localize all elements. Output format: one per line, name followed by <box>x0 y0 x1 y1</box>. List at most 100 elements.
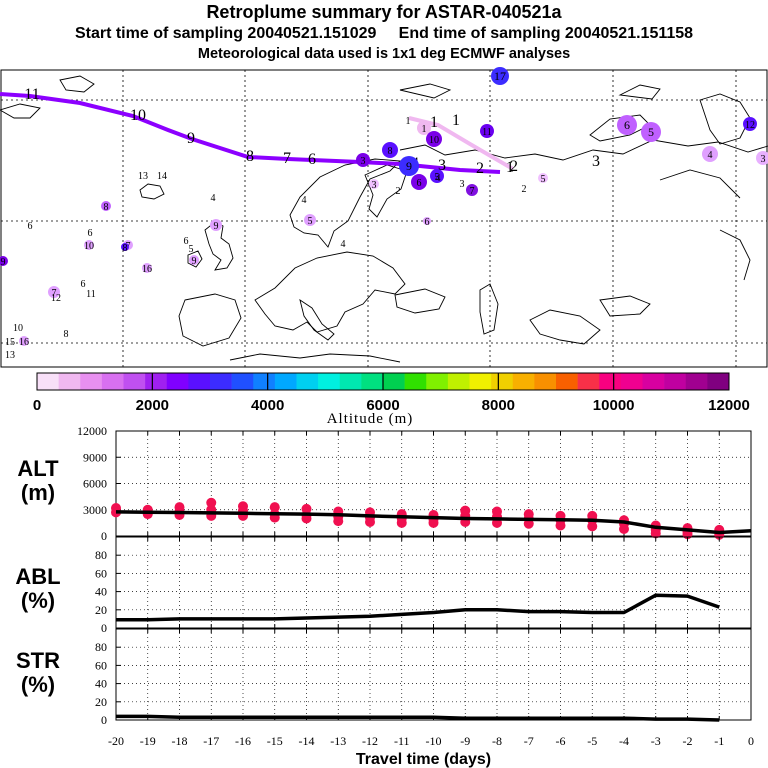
y-tick-label: 80 <box>95 548 107 562</box>
altitude-scatter-point <box>333 516 344 527</box>
x-tick-label: 0 <box>748 734 754 748</box>
x-tick-label: -1 <box>714 734 724 748</box>
y-tick-label: 60 <box>95 566 107 580</box>
plume-marker: 3 <box>369 179 379 191</box>
plume-marker: 8 <box>121 243 129 254</box>
plume-marker-label: 6 <box>81 279 86 290</box>
altitude-scatter-point <box>206 497 217 508</box>
plume-marker: 6 <box>81 279 86 290</box>
y-tick-label: 20 <box>95 695 107 709</box>
colorbar-swatch <box>231 373 254 390</box>
plume-marker-label: 3 <box>460 179 465 190</box>
plume-marker: 11 <box>480 124 494 138</box>
main-track-label: 10 <box>130 107 146 124</box>
met-data-info: Meteorological data used is 1x1 deg ECMW… <box>197 46 571 62</box>
plume-marker-label: 12 <box>51 293 61 304</box>
panel-ylabel: ABL <box>15 564 60 589</box>
plume-marker: 7 <box>48 286 60 299</box>
panel-ylabel: STR <box>16 648 60 673</box>
colorbar-swatch <box>642 373 665 390</box>
colorbar-tick-label: 4000 <box>251 397 284 414</box>
altitude-scatter-point <box>587 521 598 532</box>
x-tick-label: -3 <box>651 734 661 748</box>
altitude-scatter-point <box>269 502 280 513</box>
main-track-label: 11 <box>24 86 39 103</box>
colorbar-swatch <box>426 373 449 390</box>
colorbar-swatch <box>274 373 297 390</box>
plume-marker-label: 11 <box>86 289 96 300</box>
plume-marker: 6 <box>88 228 93 239</box>
plume-marker-label: 4 <box>708 150 713 161</box>
y-tick-label: 3000 <box>83 503 107 517</box>
plume-marker: 6 <box>184 236 189 247</box>
main-track-label: 1 <box>506 159 514 176</box>
colorbar-swatch <box>512 373 535 390</box>
plume-marker: 12 <box>743 117 757 131</box>
secondary-track-labels: 1 12 3 <box>430 112 600 175</box>
x-tick-label: -7 <box>524 734 534 748</box>
plume-marker-label: 6 <box>624 118 630 132</box>
colorbar-swatch <box>339 373 362 390</box>
x-axis-label: Travel time (days) <box>356 751 491 768</box>
colorbar-tick-label: 10000 <box>593 397 635 414</box>
plume-marker: 6 <box>411 174 427 190</box>
time-series-panels: 030006000900012000ALT(m)020406080ABL(%)0… <box>15 424 754 768</box>
sampling-times: Start time of sampling 20040521.151029 E… <box>74 25 694 42</box>
plume-marker: 6 <box>423 217 431 228</box>
plume-marker-label: 5 <box>308 216 313 227</box>
plume-marker-label: 7 <box>52 288 57 299</box>
plume-cluster-markers: 1110111238965433226579434545641314866107… <box>0 67 768 361</box>
plume-marker-label: 8 <box>123 243 128 254</box>
plume-marker: 10 <box>13 323 23 334</box>
chart-title: Retroplume summary for ASTAR-040521a <box>206 2 562 22</box>
plume-marker-label: 6 <box>28 221 33 232</box>
plume-marker-label: 6 <box>184 236 189 247</box>
plume-marker-label: 4 <box>436 173 441 184</box>
plume-marker-label: 13 <box>5 350 15 361</box>
plume-marker: 1 <box>406 116 411 127</box>
x-tick-label: -19 <box>140 734 156 748</box>
plume-marker: 6 <box>617 115 637 135</box>
plume-marker-label: 2 <box>396 186 401 197</box>
colorbar-swatch <box>383 373 405 390</box>
series-line-str <box>116 714 720 722</box>
x-tick-label: -16 <box>235 734 251 748</box>
colorbar-swatch <box>210 373 232 390</box>
plume-marker: 5 <box>304 214 316 227</box>
plume-marker: 14 <box>157 171 167 182</box>
plume-marker: 10 <box>84 240 94 252</box>
colorbar-label: Altitude (m) <box>327 411 414 427</box>
panel-ylabel: (%) <box>21 588 55 613</box>
altitude-scatter-point <box>523 518 534 529</box>
main-track-label: 7 <box>283 150 291 167</box>
panel-frame <box>115 536 752 629</box>
plume-marker: 12 <box>51 293 61 304</box>
plume-marker-label: 1 <box>422 124 427 135</box>
colorbar-swatch <box>404 373 427 390</box>
plume-marker: 9 <box>0 256 8 268</box>
plume-marker: 16 <box>19 336 29 348</box>
plume-marker: 10 <box>426 131 442 147</box>
colorbar-tick-label: 0 <box>33 397 41 414</box>
colorbar-swatch <box>101 373 124 390</box>
plume-marker-label: 8 <box>64 329 69 340</box>
plume-marker-label: 10 <box>429 135 439 146</box>
plume-marker: 8 <box>382 142 398 158</box>
plume-marker-label: 8 <box>104 202 109 213</box>
plume-marker: 4 <box>341 239 346 250</box>
panel-ylabel: ALT <box>17 456 59 481</box>
colorbar-swatch <box>491 373 514 390</box>
y-tick-label: 40 <box>95 677 107 691</box>
plume-marker-label: 4 <box>341 239 346 250</box>
secondary-track-label: 1 <box>452 112 460 129</box>
plume-marker: 9 <box>189 255 199 267</box>
colorbar-swatch <box>447 373 470 390</box>
map-frame <box>0 69 768 368</box>
colorbar-swatch <box>361 373 384 390</box>
plume-marker: 8 <box>101 201 111 213</box>
colorbar-swatch <box>296 373 319 390</box>
plume-marker-label: 2 <box>522 184 527 195</box>
plume-marker: 6 <box>28 221 33 232</box>
